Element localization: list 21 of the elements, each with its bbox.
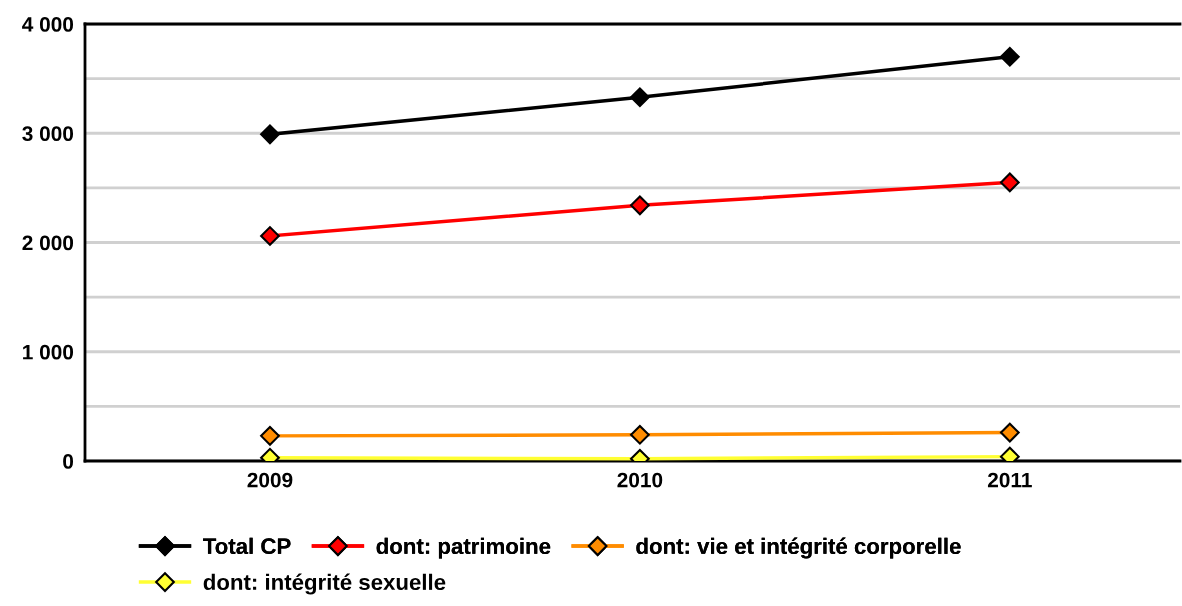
point	[999, 172, 1020, 193]
y-tick-label: 2 000	[22, 235, 74, 251]
legend-label: dont: vie et intégrité corporelle	[636, 537, 961, 559]
x-tick-label: 2011	[987, 472, 1032, 488]
point	[260, 425, 280, 446]
point	[630, 87, 650, 108]
point	[630, 195, 650, 216]
y-tick-label: 0	[63, 454, 74, 469]
legend-label: Total CP	[203, 537, 291, 555]
y-tick-label: 4 000	[22, 17, 74, 32]
point	[630, 424, 650, 445]
y-tick-label: 1 000	[23, 344, 74, 360]
point	[999, 46, 1020, 67]
point	[260, 124, 280, 145]
x-tick-label: 2009	[247, 472, 293, 488]
legend-label: dont: intégrité sexuelle	[203, 573, 446, 595]
point	[999, 422, 1020, 443]
legend-label: dont: patrimoine	[376, 537, 551, 559]
y-tick-label: 3 000	[22, 126, 74, 142]
point	[260, 226, 280, 246]
x-tick-label: 2010	[617, 472, 663, 488]
